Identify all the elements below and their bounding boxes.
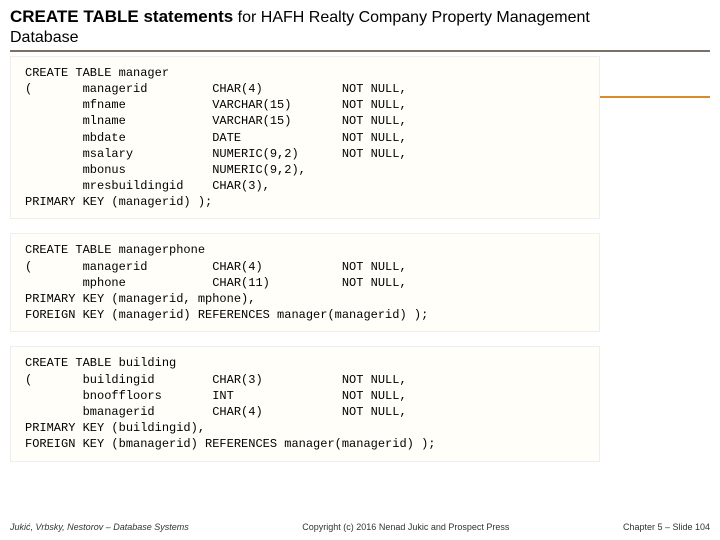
content-area: CREATE TABLE manager ( managerid CHAR(4)… <box>10 56 710 462</box>
code-block-building: CREATE TABLE building ( buildingid CHAR(… <box>10 346 600 461</box>
page-title: CREATE TABLE statements for HAFH Realty … <box>10 6 710 29</box>
footer-left: Jukić, Vrbsky, Nestorov – Database Syste… <box>10 522 189 532</box>
code-block-manager: CREATE TABLE manager ( managerid CHAR(4)… <box>10 56 600 220</box>
title-area: CREATE TABLE statements for HAFH Realty … <box>0 0 720 49</box>
title-bold: CREATE TABLE statements <box>10 7 233 26</box>
page-subtitle: Database <box>10 29 710 47</box>
footer-right: Chapter 5 – Slide 104 <box>623 522 710 532</box>
title-underline <box>10 50 710 52</box>
code-block-managerphone: CREATE TABLE managerphone ( managerid CH… <box>10 233 600 332</box>
footer: Jukić, Vrbsky, Nestorov – Database Syste… <box>0 522 720 532</box>
title-rest: for HAFH Realty Company Property Managem… <box>233 9 590 26</box>
accent-line <box>600 96 710 98</box>
footer-center: Copyright (c) 2016 Nenad Jukic and Prosp… <box>189 522 623 532</box>
